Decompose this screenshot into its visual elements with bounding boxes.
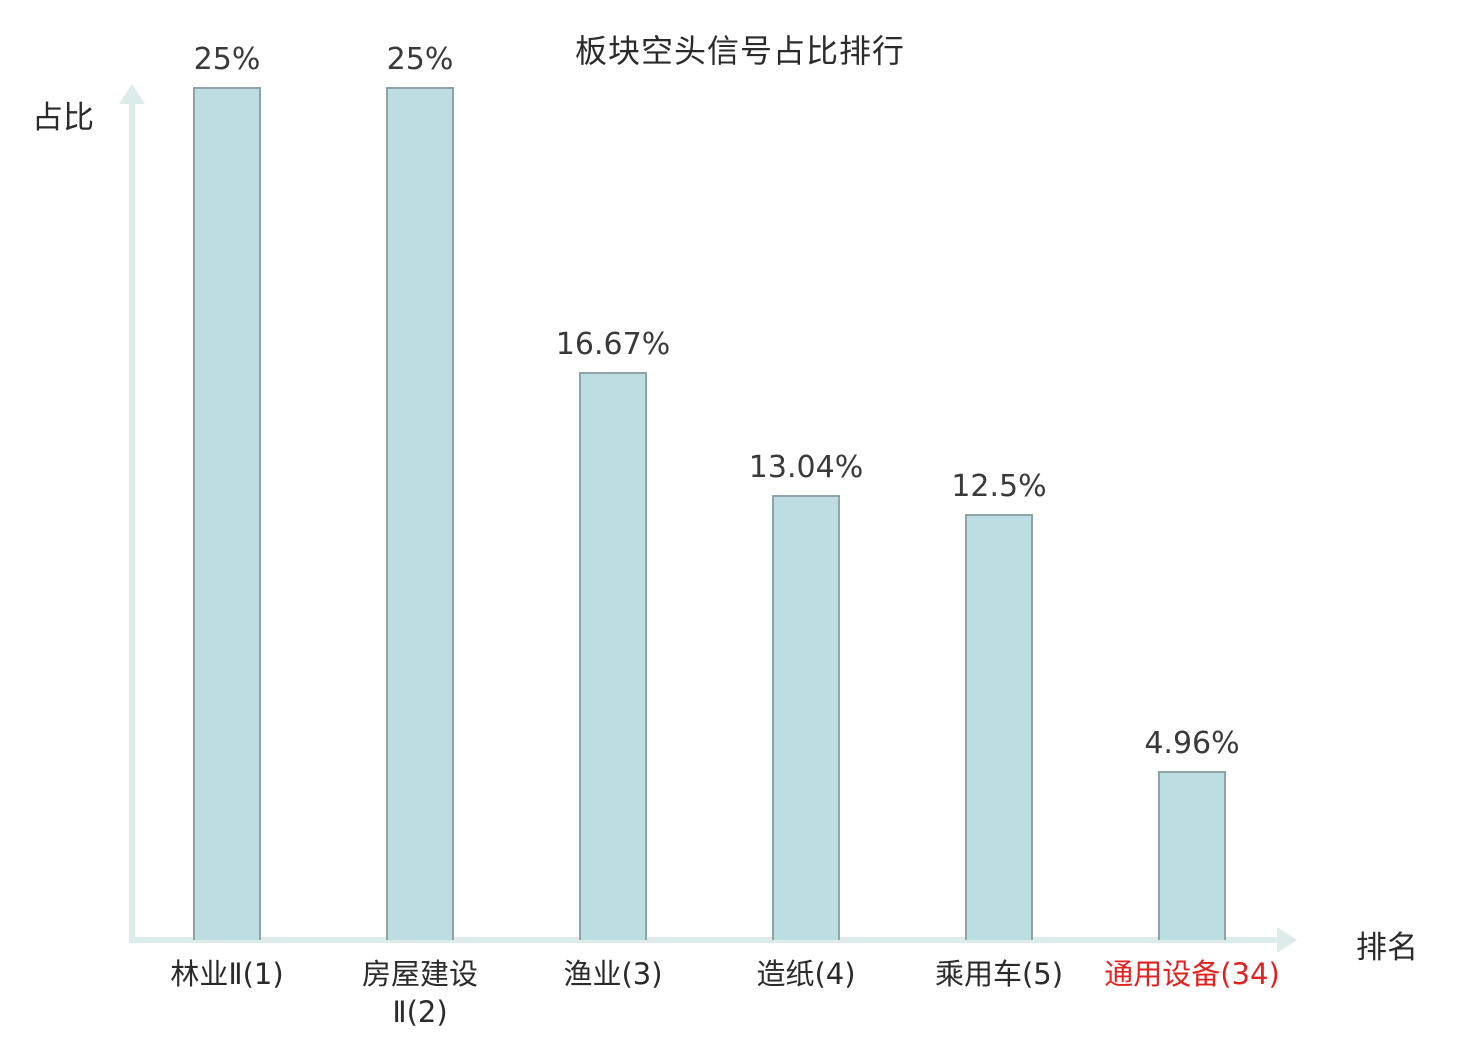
bar-value-label: 12.5% [951,469,1047,504]
bar-value-label: 25% [193,42,261,77]
category-label: 造纸(4) [756,957,856,991]
bar [772,495,840,940]
bar [1158,771,1226,940]
x-axis-arrowhead-icon [1277,927,1297,953]
category-label: 房屋建设 Ⅱ(2) [361,957,479,1029]
bar [579,372,647,940]
x-axis-label: 排名 [1356,930,1418,966]
bar-value-label: 25% [386,42,454,77]
x-axis [129,937,1279,943]
bar-value-label: 13.04% [748,450,864,485]
bar [193,87,261,940]
bar-value-label: 16.67% [555,327,671,362]
bar-value-label: 4.96% [1144,726,1240,761]
y-axis-label: 占比 [32,100,94,136]
bar [965,514,1033,940]
chart-title: 板块空头信号占比排行 [574,32,905,70]
bar [386,87,454,940]
y-axis [129,102,135,940]
category-label: 乘用车(5) [934,957,1064,991]
y-axis-arrowhead-icon [119,84,145,104]
category-label: 通用设备(34) [1104,957,1280,991]
category-label: 渔业(3) [563,957,663,991]
category-label: 林业Ⅱ(1) [170,957,284,991]
